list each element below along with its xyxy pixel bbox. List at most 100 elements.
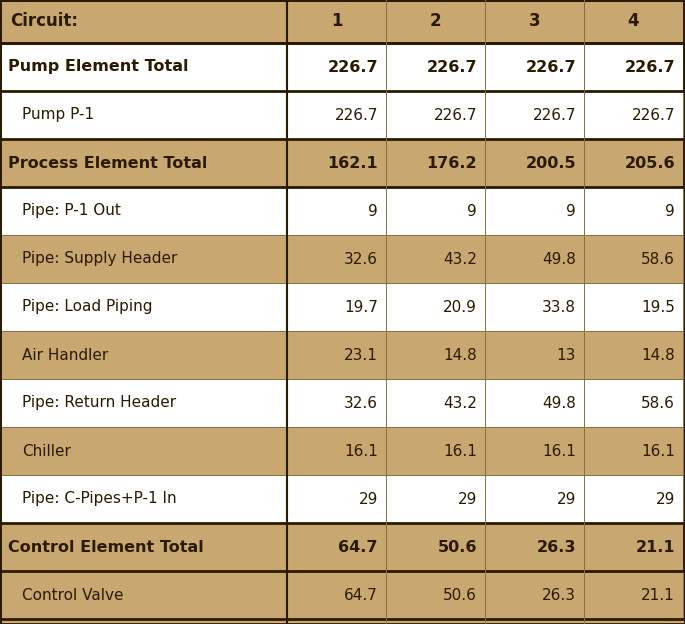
Bar <box>584 283 683 331</box>
Text: 176.2: 176.2 <box>426 155 477 170</box>
Text: Circuit:: Circuit: <box>10 12 78 31</box>
Text: 2: 2 <box>429 12 441 31</box>
Bar <box>0 91 287 139</box>
Text: 3: 3 <box>529 12 540 31</box>
Bar <box>386 43 485 91</box>
Text: 9: 9 <box>467 203 477 218</box>
Text: 21.1: 21.1 <box>636 540 675 555</box>
Text: Pipe: Supply Header: Pipe: Supply Header <box>22 251 177 266</box>
Bar <box>485 235 584 283</box>
Bar <box>584 43 683 91</box>
Text: 226.7: 226.7 <box>632 107 675 122</box>
Bar <box>584 571 683 619</box>
Text: 26.3: 26.3 <box>542 588 576 603</box>
Bar <box>485 43 584 91</box>
Text: 58.6: 58.6 <box>641 396 675 411</box>
Text: 226.7: 226.7 <box>525 59 576 74</box>
Text: Pipe: P-1 Out: Pipe: P-1 Out <box>22 203 121 218</box>
Bar <box>287 379 386 427</box>
Bar <box>287 0 386 43</box>
Text: 16.1: 16.1 <box>542 444 576 459</box>
Bar <box>386 571 485 619</box>
Bar <box>287 523 386 571</box>
Bar <box>386 523 485 571</box>
Text: Chiller: Chiller <box>22 444 71 459</box>
Bar <box>584 523 683 571</box>
Text: Pump P-1: Pump P-1 <box>22 107 94 122</box>
Bar <box>287 571 386 619</box>
Bar <box>0 379 287 427</box>
Text: 200.5: 200.5 <box>525 155 576 170</box>
Text: 9: 9 <box>369 203 378 218</box>
Bar <box>0 571 287 619</box>
Bar <box>386 139 485 187</box>
Bar <box>287 235 386 283</box>
Bar <box>485 475 584 523</box>
Text: Pipe: C-Pipes+P-1 In: Pipe: C-Pipes+P-1 In <box>22 492 177 507</box>
Bar <box>485 0 584 43</box>
Bar <box>287 331 386 379</box>
Text: 29: 29 <box>359 492 378 507</box>
Bar <box>584 0 683 43</box>
Bar <box>0 139 287 187</box>
Text: 226.7: 226.7 <box>532 107 576 122</box>
Text: 16.1: 16.1 <box>641 444 675 459</box>
Text: Pipe: Return Header: Pipe: Return Header <box>22 396 176 411</box>
Bar <box>386 283 485 331</box>
Text: 16.1: 16.1 <box>344 444 378 459</box>
Text: 205.6: 205.6 <box>624 155 675 170</box>
Text: 29: 29 <box>557 492 576 507</box>
Bar <box>386 91 485 139</box>
Text: 19.7: 19.7 <box>344 300 378 314</box>
Bar <box>584 379 683 427</box>
Bar <box>0 43 287 91</box>
Text: 226.7: 226.7 <box>426 59 477 74</box>
Text: 49.8: 49.8 <box>542 396 576 411</box>
Text: Air Handler: Air Handler <box>22 348 108 363</box>
Text: 50.6: 50.6 <box>438 540 477 555</box>
Bar <box>485 283 584 331</box>
Bar <box>386 379 485 427</box>
Bar <box>287 283 386 331</box>
Text: 9: 9 <box>566 203 576 218</box>
Text: 226.7: 226.7 <box>624 59 675 74</box>
Text: 33.8: 33.8 <box>542 300 576 314</box>
Bar <box>287 91 386 139</box>
Text: 29: 29 <box>458 492 477 507</box>
Text: 49.8: 49.8 <box>542 251 576 266</box>
Bar <box>485 427 584 475</box>
Bar <box>0 427 287 475</box>
Bar <box>0 523 287 571</box>
Text: 19.5: 19.5 <box>641 300 675 314</box>
Bar <box>386 475 485 523</box>
Bar <box>0 187 287 235</box>
Text: 26.3: 26.3 <box>536 540 576 555</box>
Text: 64.7: 64.7 <box>344 588 378 603</box>
Bar <box>584 139 683 187</box>
Text: 226.7: 226.7 <box>327 59 378 74</box>
Text: 43.2: 43.2 <box>443 396 477 411</box>
Text: 4: 4 <box>627 12 639 31</box>
Bar <box>0 235 287 283</box>
Bar <box>584 187 683 235</box>
Bar <box>584 475 683 523</box>
Text: 226.7: 226.7 <box>434 107 477 122</box>
Bar <box>386 331 485 379</box>
Text: 23.1: 23.1 <box>344 348 378 363</box>
Bar <box>287 427 386 475</box>
Bar <box>485 331 584 379</box>
Bar <box>0 331 287 379</box>
Bar <box>287 139 386 187</box>
Text: 43.2: 43.2 <box>443 251 477 266</box>
Text: 162.1: 162.1 <box>327 155 378 170</box>
Bar <box>0 283 287 331</box>
Bar <box>485 379 584 427</box>
Bar <box>0 0 287 43</box>
Text: 1: 1 <box>331 12 342 31</box>
Text: 32.6: 32.6 <box>344 396 378 411</box>
Text: 14.8: 14.8 <box>443 348 477 363</box>
Bar <box>386 427 485 475</box>
Bar <box>386 187 485 235</box>
Bar <box>287 187 386 235</box>
Bar <box>386 0 485 43</box>
